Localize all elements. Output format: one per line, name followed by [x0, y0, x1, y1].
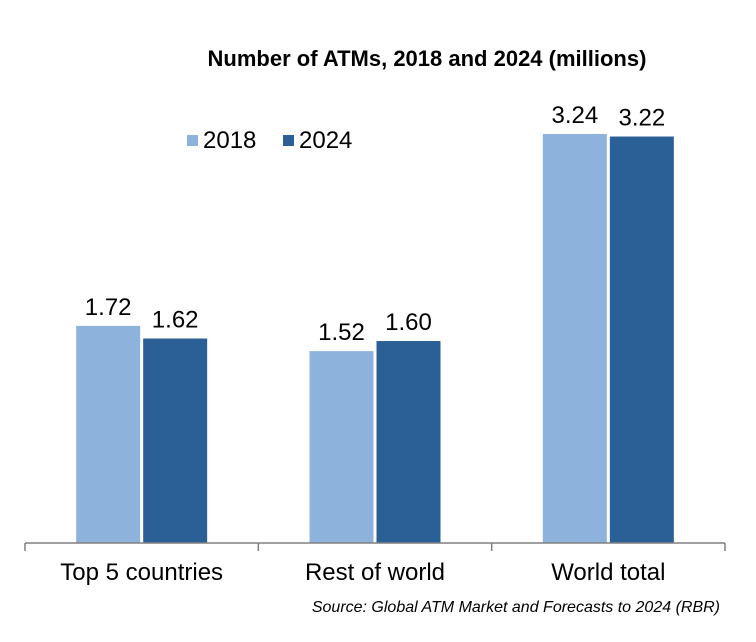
- legend-swatch: [187, 135, 198, 146]
- data-label: 3.24: [551, 102, 598, 129]
- chart-title: Number of ATMs, 2018 and 2024 (millions): [208, 46, 647, 71]
- category-label: World total: [551, 559, 665, 586]
- category-labels: Top 5 countries Rest of world World total: [60, 559, 665, 586]
- bar-2024-2: [609, 136, 674, 543]
- data-label: 1.62: [152, 307, 199, 334]
- data-label: 3.22: [618, 105, 665, 132]
- value-labels: 1.72 1.62 1.52 1.60 3.24 3.22: [85, 102, 665, 346]
- category-label: Rest of world: [305, 559, 445, 586]
- bar-2018-1: [309, 351, 374, 543]
- bars: [76, 134, 674, 543]
- data-label: 1.52: [318, 319, 365, 346]
- bar-2018-2: [542, 134, 607, 543]
- category-label: Top 5 countries: [60, 559, 223, 586]
- source-note: Source: Global ATM Market and Forecasts …: [312, 599, 720, 616]
- legend-label: 2024: [299, 127, 352, 154]
- bar-2024-1: [376, 341, 441, 543]
- bar-2018-0: [76, 325, 141, 543]
- data-label: 1.72: [85, 294, 132, 321]
- bar-2024-0: [143, 338, 208, 543]
- legend-swatch: [283, 135, 294, 146]
- legend: 2018 2024: [187, 127, 352, 154]
- x-axis-ticks: [24, 543, 726, 551]
- data-label: 1.60: [385, 309, 432, 336]
- legend-label: 2018: [203, 127, 256, 154]
